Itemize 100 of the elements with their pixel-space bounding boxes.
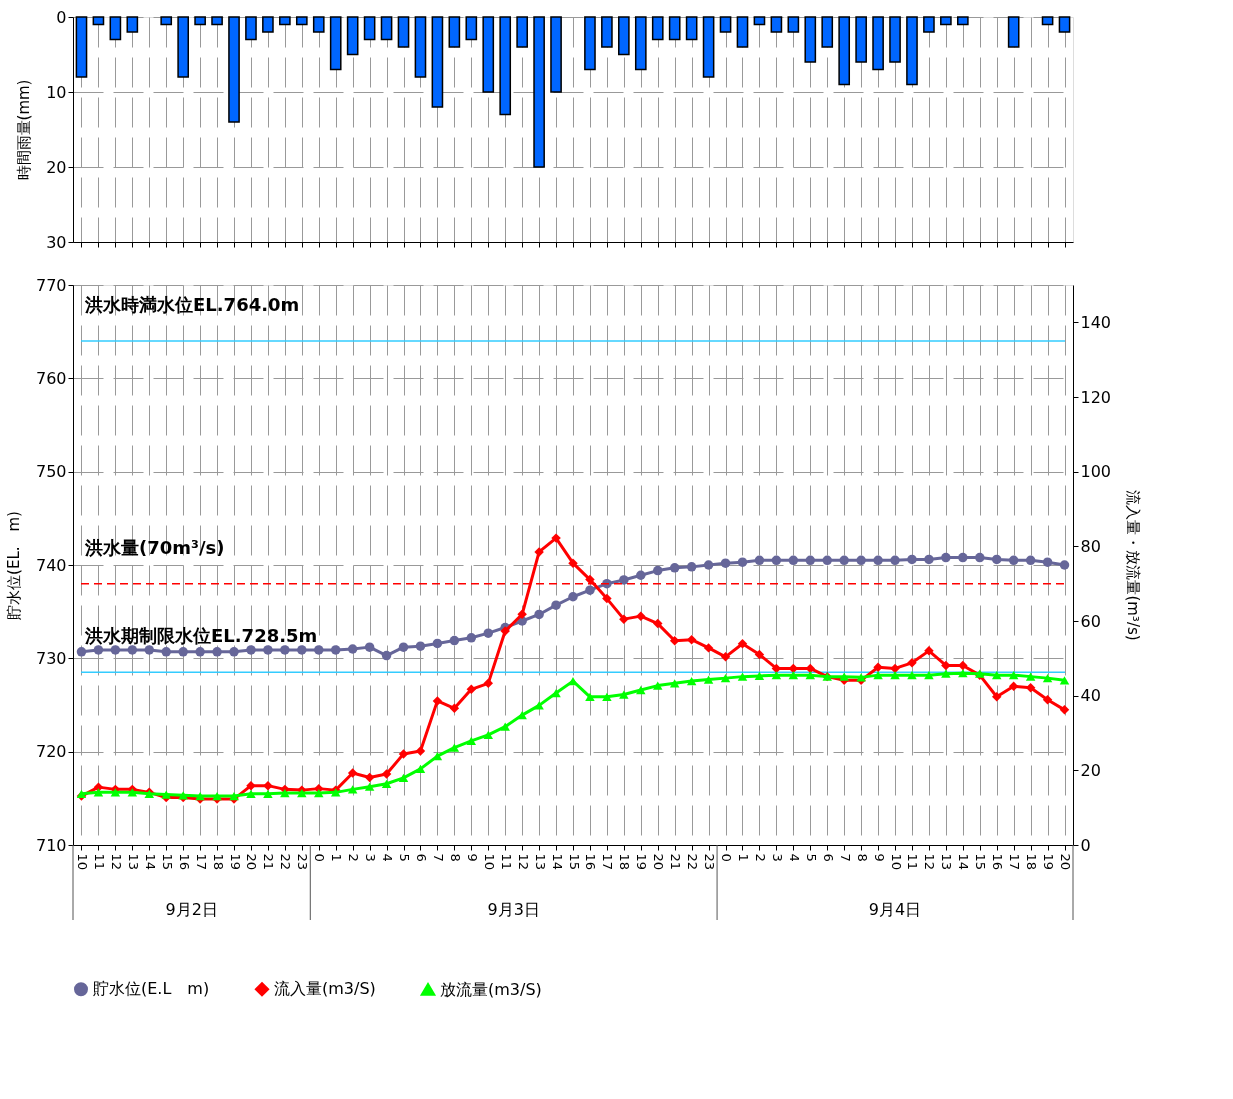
point (991, 692, 1002, 702)
point (720, 652, 731, 662)
point (619, 575, 629, 585)
x-tick-label: 17 (600, 853, 616, 871)
x-tick-label: 19 (634, 853, 650, 871)
point (297, 789, 307, 798)
x-tick-label: 21 (261, 853, 277, 871)
bar (126, 16, 139, 33)
bar (499, 16, 512, 116)
point (890, 663, 900, 674)
y-tick-label: 770 (35, 275, 67, 295)
x-tick-label: 6 (820, 853, 836, 862)
x-tick-label: 18 (1024, 853, 1040, 871)
point (958, 660, 968, 671)
x-tick-label: 3 (363, 853, 379, 862)
point (1025, 683, 1036, 693)
point (246, 645, 256, 655)
bar (940, 16, 952, 26)
point (788, 671, 799, 680)
bar (312, 16, 325, 33)
point (754, 555, 765, 566)
legend-label: 貯水位(E.L m) (93, 979, 210, 999)
x-tick-label: 7 (837, 853, 853, 862)
x-tick-label: 5 (397, 853, 413, 862)
point (703, 643, 714, 653)
point (839, 672, 849, 681)
x-tick-label: 3 (769, 853, 785, 862)
x-tick-label: 11 (905, 853, 921, 871)
bar (668, 16, 681, 41)
point (483, 678, 493, 689)
x-tick-label: 15 (159, 853, 175, 871)
point (76, 647, 87, 657)
point (941, 552, 951, 563)
bar (262, 16, 274, 33)
point (144, 645, 155, 655)
x-tick-label: 9 (464, 853, 480, 862)
bar (719, 16, 732, 33)
bar (431, 16, 444, 108)
x-tick-label: 14 (956, 853, 972, 871)
point (839, 555, 849, 566)
point (314, 645, 324, 655)
x-tick-label: 22 (685, 853, 701, 871)
point (347, 644, 358, 654)
point (1008, 681, 1019, 692)
x-tick-label: 15 (973, 853, 989, 871)
point (686, 562, 697, 572)
point (737, 672, 748, 681)
point (381, 650, 392, 661)
point (771, 555, 782, 566)
point (805, 671, 816, 680)
point (1042, 695, 1053, 705)
point (500, 626, 510, 636)
point (347, 768, 358, 778)
point (161, 647, 171, 657)
x-tick-label: 11 (91, 853, 107, 871)
x-tick-label: 14 (142, 853, 158, 871)
x-tick-label: 12 (108, 853, 124, 871)
point (924, 554, 934, 565)
point (551, 688, 561, 698)
bar (516, 16, 528, 48)
point (466, 736, 477, 745)
point (381, 779, 392, 788)
point (398, 773, 409, 782)
x-tick-label: 4 (380, 853, 396, 862)
x-tick-label: 11 (498, 853, 514, 871)
point (636, 570, 646, 580)
bar (414, 16, 427, 78)
point (415, 764, 426, 773)
point (127, 788, 138, 797)
y2-tick-label: 20 (1080, 760, 1101, 780)
x-tick-label: 7 (430, 853, 446, 862)
bar (702, 16, 715, 78)
x-tick-label: 23 (702, 853, 718, 871)
x-tick-label: 4 (786, 853, 802, 862)
point (449, 703, 460, 714)
bar (279, 16, 291, 26)
bar (363, 16, 376, 41)
bar (957, 16, 969, 26)
point (636, 685, 646, 695)
y2-tick-label: 60 (1080, 611, 1101, 631)
point (669, 679, 680, 688)
point (737, 557, 748, 567)
y2-tick-label: 100 (1080, 462, 1112, 482)
bar (923, 16, 935, 33)
ref-line-label: 洪水時満水位EL.764.0m (84, 294, 300, 315)
point (415, 746, 426, 756)
text: 9月3日 (487, 900, 540, 919)
point (415, 641, 426, 651)
x-tick-label: 18 (617, 853, 633, 871)
point (432, 638, 443, 649)
point (127, 645, 138, 655)
y-tick-label: 760 (35, 368, 67, 388)
x-tick-label: 10 (481, 853, 497, 871)
x-tick-label: 13 (125, 853, 141, 871)
y2-tick-label: 140 (1080, 312, 1112, 332)
bar (906, 16, 918, 86)
point (483, 628, 493, 638)
bar (380, 16, 393, 41)
bar (685, 16, 698, 41)
bar (295, 16, 308, 26)
